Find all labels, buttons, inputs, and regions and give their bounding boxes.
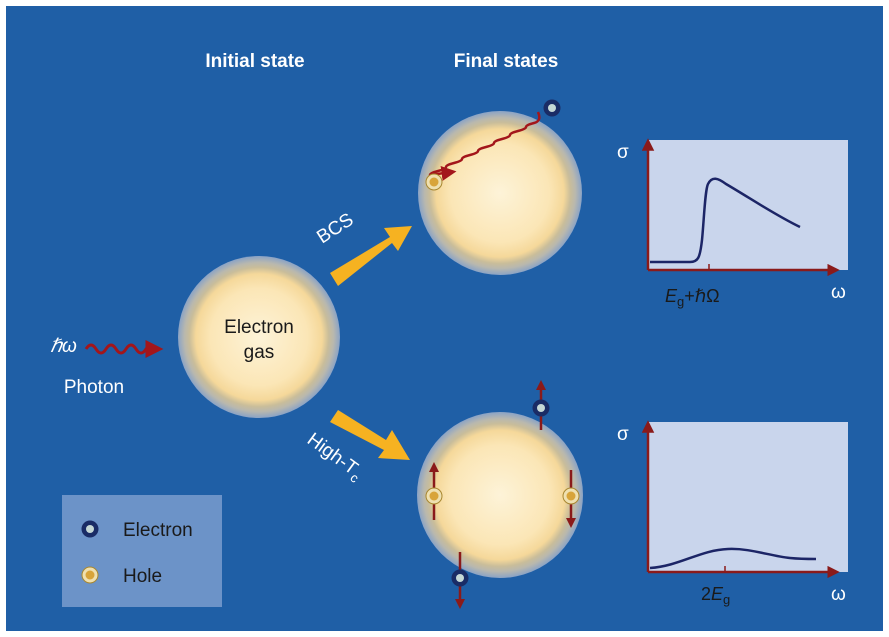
bottom-plot-x-symbol: ω: [831, 584, 846, 605]
bottom-plot-curve: [649, 547, 817, 570]
right-hole-icon: [562, 487, 580, 505]
bcs-final-sphere: [418, 111, 582, 275]
left-hole-icon: [425, 487, 443, 505]
legend-electron-icon: [81, 520, 99, 538]
photon-symbol: ℏω: [50, 336, 77, 357]
photon-wave: [84, 340, 164, 358]
high-tc-arrow: [330, 410, 410, 460]
photon-label: Photon: [64, 377, 124, 398]
electron-gas-label-line2: gas: [244, 342, 275, 363]
legend-electron-label: Electron: [123, 520, 193, 541]
bottom-plot-tick-label: 2Eg: [701, 584, 730, 607]
bcs-hole-icon: [425, 173, 443, 191]
legend-hole-label: Hole: [123, 566, 162, 587]
top-plot-area: [648, 140, 848, 270]
electron-gas-sphere: [178, 256, 340, 418]
top-plot-x-symbol: ω: [831, 282, 846, 303]
legend-hole-icon: [81, 566, 99, 584]
bottom-plot-y-symbol: σ: [617, 424, 629, 445]
header-final-states: Final states: [454, 51, 559, 72]
top-electron-icon: [532, 399, 550, 417]
header-initial-state: Initial state: [205, 51, 304, 72]
bcs-arrow: [330, 226, 412, 286]
bcs-phonon-wave: [428, 111, 541, 181]
bottom-plot-area: [648, 422, 848, 572]
high-tc-final-sphere: [417, 412, 583, 578]
bcs-electron-icon: [543, 99, 561, 117]
bottom-electron-icon: [451, 569, 469, 587]
electron-gas-label-line1: Electron: [224, 317, 294, 338]
legend-box: [62, 495, 222, 607]
top-plot-y-symbol: σ: [617, 142, 629, 163]
top-plot-curve: [650, 177, 801, 264]
top-plot-tick-label: Eg+ℏΩ: [665, 286, 720, 309]
